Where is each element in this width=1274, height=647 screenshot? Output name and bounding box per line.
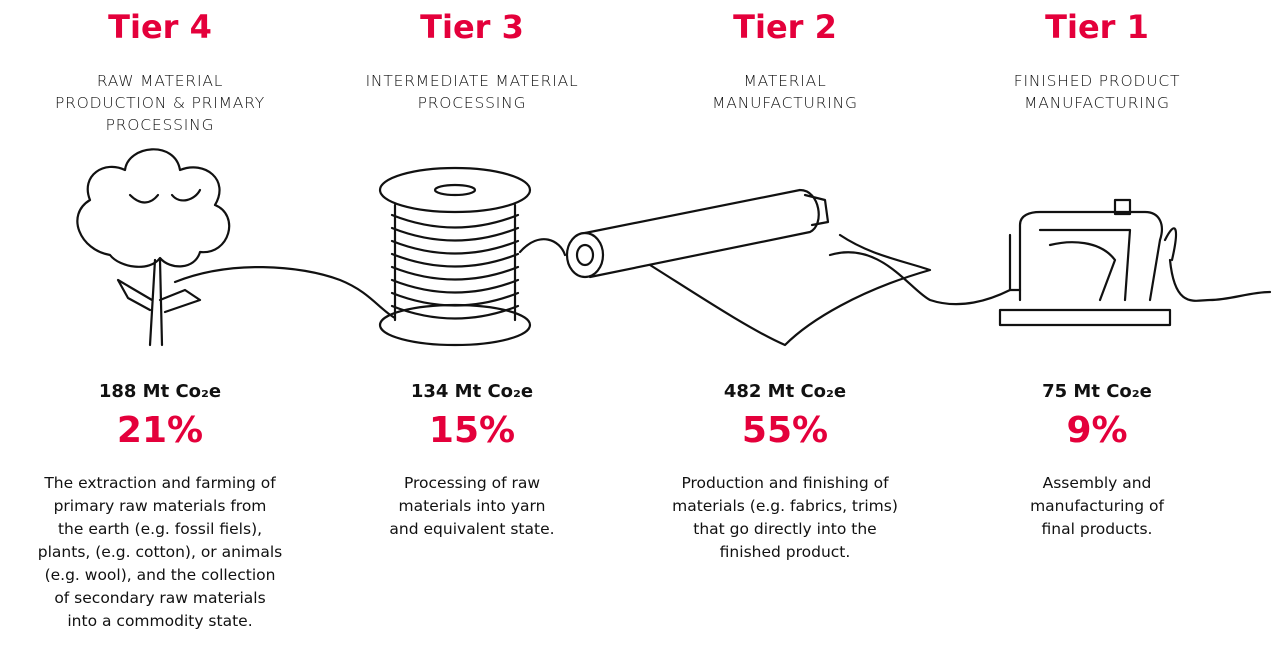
tier-subtitle: MATERIAL MANUFACTURING [712, 72, 858, 112]
tier-emissions: 482 Mt Co₂e [723, 381, 847, 402]
spool-icon [378, 166, 532, 347]
tier-emissions: 134 Mt Co₂e [410, 381, 534, 402]
tier-title: Tier 1 [1045, 8, 1149, 46]
tier-description: Assembly and manufacturing of final prod… [1030, 474, 1164, 538]
tier-description: The extraction and farming of primary ra… [37, 474, 283, 630]
tier-title: Tier 2 [733, 8, 837, 46]
tier-title: Tier 4 [108, 8, 212, 46]
tier-share: 9% [1066, 410, 1128, 451]
tier-description: Processing of raw materials into yarn an… [389, 474, 555, 538]
tier-subtitle: FINISHED PRODUCT MANUFACTURING [1013, 72, 1181, 112]
tier-share: 55% [741, 410, 829, 451]
fabric-roll-icon [565, 188, 932, 347]
tier-share: 15% [428, 410, 516, 451]
tier-emissions: 75 Mt Co₂e [1042, 381, 1152, 402]
tier-subtitle: RAW MATERIAL PRODUCTION & PRIMARY PROCES… [54, 72, 266, 134]
sewing-machine-icon [998, 198, 1178, 327]
tier-title: Tier 3 [420, 8, 524, 46]
tier-subtitle: INTERMEDIATE MATERIAL PROCESSING [365, 72, 579, 112]
tier-description: Production and finishing of materials (e… [672, 474, 898, 561]
tier-emissions: 188 Mt Co₂e [98, 381, 222, 402]
cotton-icon [76, 148, 231, 347]
tier-share: 21% [116, 410, 204, 451]
connecting-thread [173, 238, 1272, 320]
